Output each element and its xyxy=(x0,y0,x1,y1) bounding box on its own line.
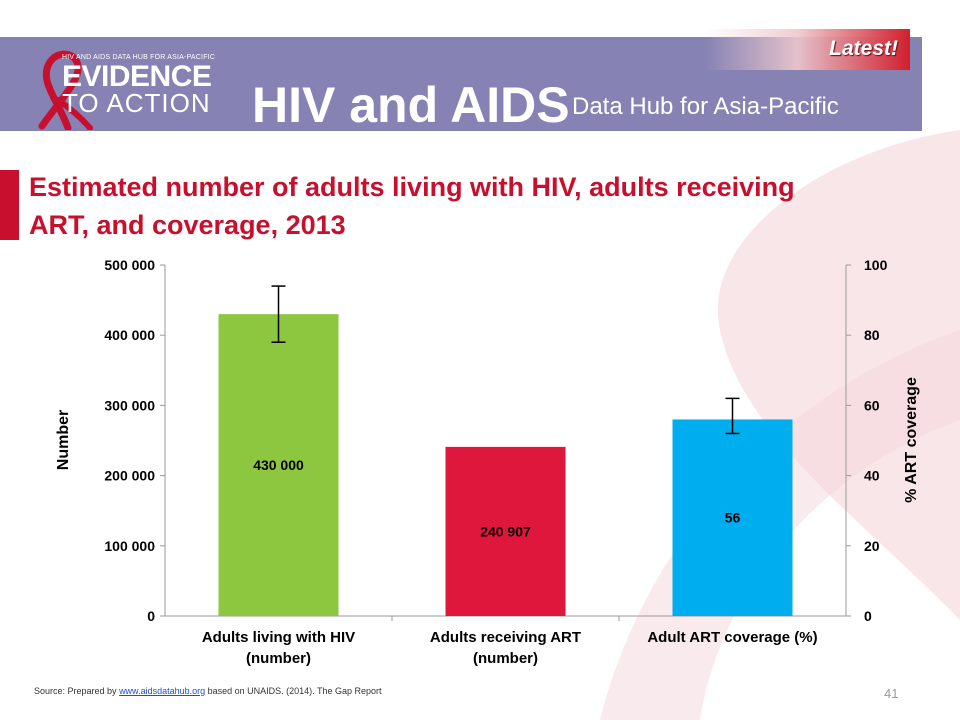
y-tick-label-right: 60 xyxy=(864,397,880,413)
y-tick-label-left: 500 000 xyxy=(104,257,155,273)
y-tick-label-left: 100 000 xyxy=(104,538,155,554)
logo-evidence: EVIDENCE xyxy=(62,60,212,93)
y-tick-label-left: 200 000 xyxy=(104,468,155,484)
source-note: Source: Prepared by www.aidsdatahub.org … xyxy=(34,686,382,696)
y-tick-label-right: 0 xyxy=(864,608,872,624)
bar xyxy=(445,446,566,616)
source-link[interactable]: www.aidsdatahub.org xyxy=(119,686,206,696)
x-category-label: Adults receiving ART xyxy=(430,629,581,646)
title-accent-bar xyxy=(0,170,19,240)
y-tick-label-right: 100 xyxy=(864,257,888,273)
logo-tagline: HIV AND AIDS DATA HUB FOR ASIA-PACIFIC xyxy=(62,54,216,61)
latest-badge: Latest! xyxy=(829,37,898,60)
brand-subtitle: Data Hub for Asia-Pacific xyxy=(572,93,839,120)
x-category-label: Adults living with HIV xyxy=(202,629,355,646)
y-axis-title-right: % ART coverage xyxy=(903,377,920,503)
y-tick-label-right: 40 xyxy=(864,468,880,484)
source-prefix: Source: Prepared by xyxy=(34,686,120,696)
bar-value-label: 430 000 xyxy=(253,457,304,473)
y-tick-label-left: 400 000 xyxy=(104,327,155,343)
page-number: 41 xyxy=(884,686,899,701)
x-category-label: (number) xyxy=(473,650,538,667)
y-axis-title-left: Number xyxy=(55,410,72,470)
y-tick-label-right: 20 xyxy=(864,538,880,554)
x-category-label: Adult ART coverage (%) xyxy=(647,629,817,646)
brand-title: HIV and AIDS xyxy=(252,77,570,133)
bar xyxy=(672,419,793,616)
y-tick-label-right: 80 xyxy=(864,327,880,343)
bar-value-label: 240 907 xyxy=(480,523,531,539)
y-tick-label-left: 300 000 xyxy=(104,397,155,413)
source-suffix: based on UNAIDS. (2014). The Gap Report xyxy=(205,686,382,696)
red-ribbon-logo-icon xyxy=(38,50,93,130)
page-title: Estimated number of adults living with H… xyxy=(29,172,795,240)
bar xyxy=(218,314,339,616)
bar-value-label: 56 xyxy=(725,510,741,526)
y-tick-label-left: 0 xyxy=(147,608,155,624)
x-category-label: (number) xyxy=(246,650,311,667)
latest-badge-background xyxy=(705,29,910,70)
logo-to-action: TO ACTION xyxy=(62,88,211,118)
